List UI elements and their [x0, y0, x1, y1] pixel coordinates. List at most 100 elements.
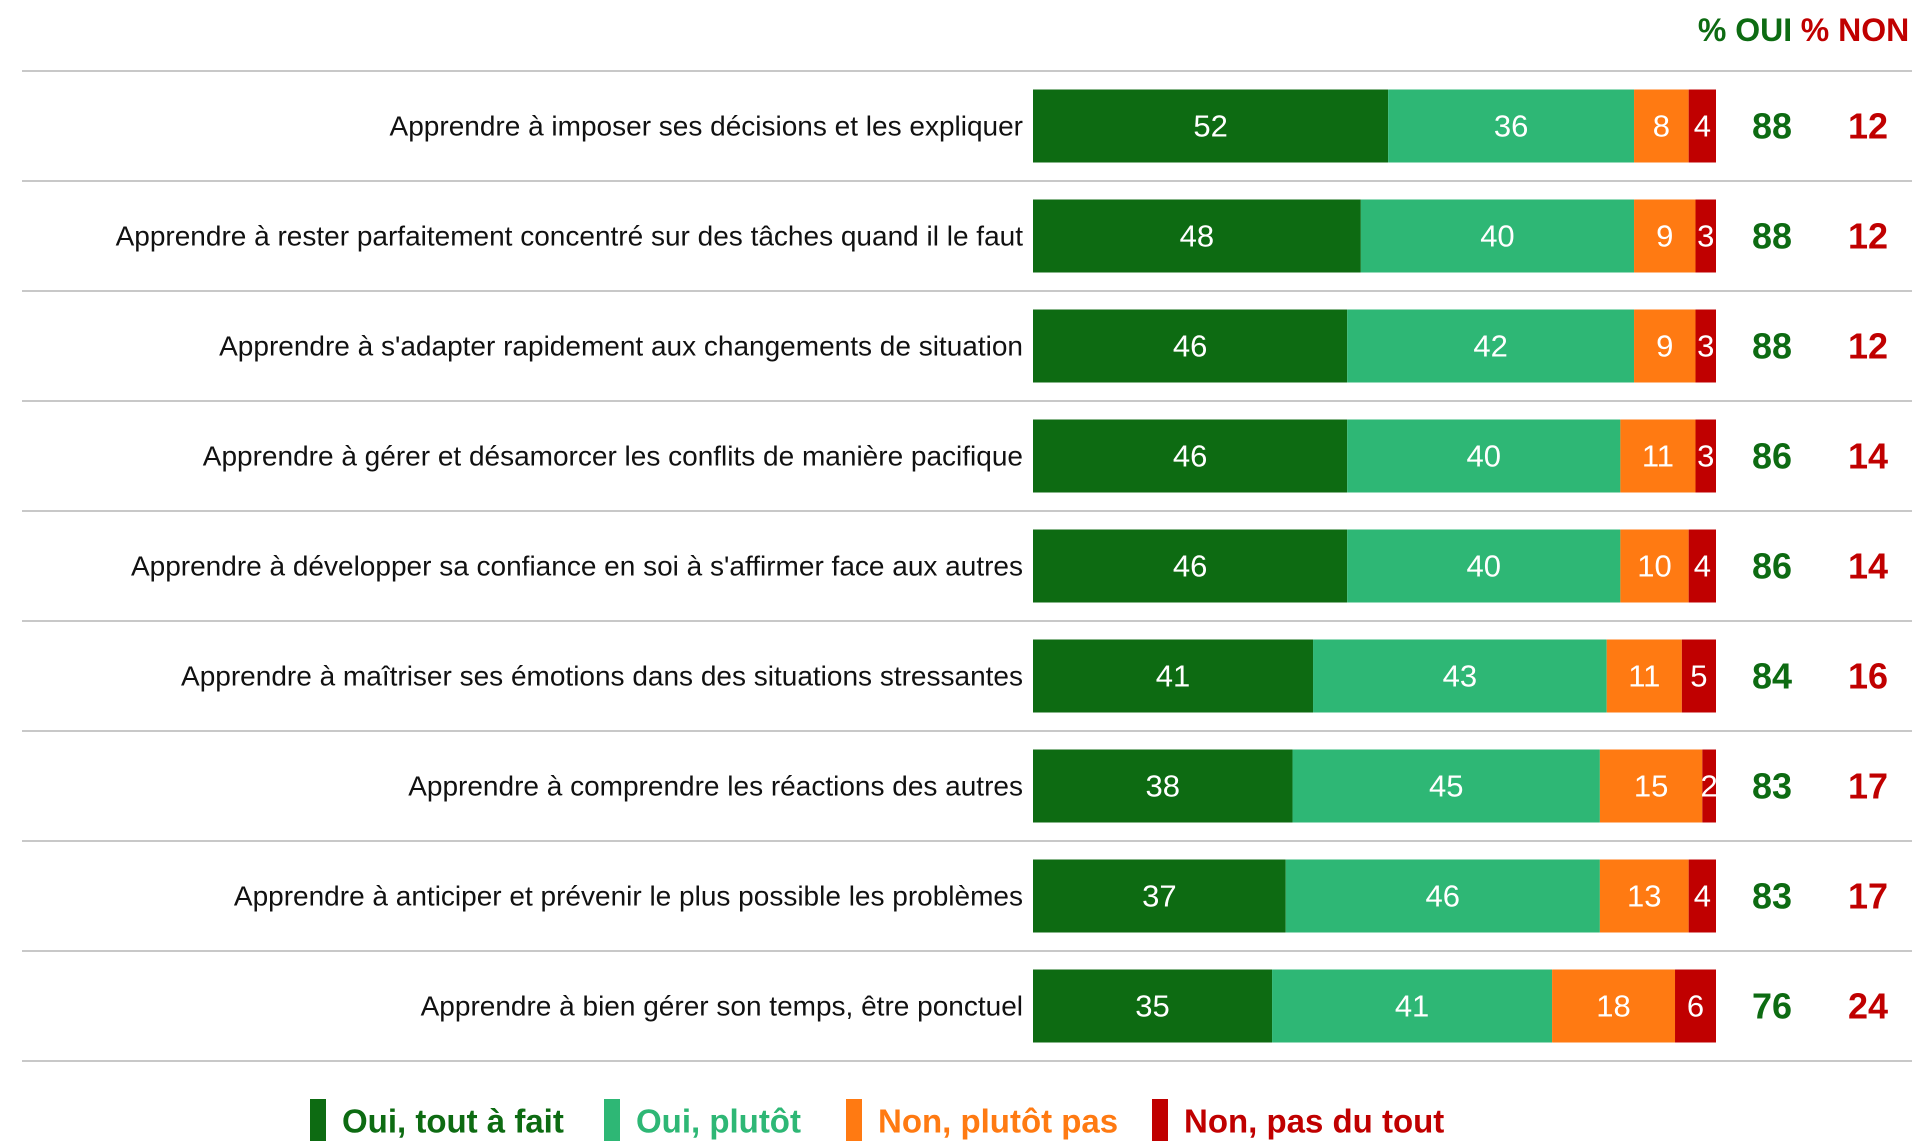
data-label: 40: [1467, 549, 1501, 584]
bar-segment: [1634, 309, 1696, 383]
data-label: 9: [1656, 329, 1673, 364]
data-label: 4: [1694, 109, 1711, 144]
category-label: Apprendre à rester parfaitement concentr…: [116, 221, 1024, 252]
column-header: % NON: [1801, 12, 1909, 48]
bar-segment: [1688, 529, 1716, 603]
summary-value: 83: [1752, 876, 1792, 917]
data-label: 9: [1656, 219, 1673, 254]
bar-segment: [1695, 199, 1716, 273]
summary-value: 14: [1848, 546, 1888, 587]
summary-value: 24: [1848, 986, 1888, 1027]
column-header: % OUI: [1698, 12, 1792, 48]
data-label: 13: [1627, 879, 1661, 914]
legend-label: Non, plutôt pas: [878, 1103, 1118, 1140]
data-label: 4: [1694, 549, 1711, 584]
bar-segment: [1695, 419, 1716, 493]
summary-value: 12: [1848, 106, 1888, 147]
category-label: Apprendre à anticiper et prévenir le plu…: [234, 881, 1023, 912]
data-label: 38: [1146, 769, 1180, 804]
summary-value: 86: [1752, 546, 1792, 587]
bar-segment: [1347, 529, 1621, 603]
legend-swatch: [310, 1099, 326, 1141]
bar-segment: [1599, 859, 1689, 933]
data-label: 43: [1443, 659, 1477, 694]
summary-value: 12: [1848, 326, 1888, 367]
data-label: 10: [1637, 549, 1671, 584]
bar-segment: [1695, 309, 1716, 383]
summary-value: 88: [1752, 106, 1792, 147]
bar-segment: [1388, 89, 1635, 163]
data-label: 6: [1687, 989, 1704, 1024]
data-label: 36: [1494, 109, 1528, 144]
data-label: 2: [1701, 769, 1718, 804]
bar-segment: [1033, 419, 1348, 493]
summary-value: 86: [1752, 436, 1792, 477]
data-label: 45: [1429, 769, 1463, 804]
data-label: 46: [1173, 549, 1207, 584]
bar-segment: [1634, 199, 1696, 273]
data-label: 11: [1642, 439, 1674, 474]
bar-segment: [1675, 969, 1716, 1043]
bar-segment: [1033, 859, 1286, 933]
bar-segment: [1360, 199, 1635, 273]
bar-segment: [1552, 969, 1676, 1043]
legend-label: Oui, tout à fait: [342, 1103, 564, 1140]
category-label: Apprendre à bien gérer son temps, être p…: [421, 991, 1023, 1022]
data-label: 37: [1142, 879, 1176, 914]
data-label: 52: [1193, 109, 1227, 144]
data-label: 18: [1596, 989, 1630, 1024]
bar-segment: [1313, 639, 1607, 713]
data-label: 40: [1467, 439, 1501, 474]
bar-segment: [1033, 309, 1348, 383]
data-label: 3: [1697, 219, 1714, 254]
bar-segment: [1033, 89, 1389, 163]
category-label: Apprendre à gérer et désamorcer les conf…: [203, 441, 1023, 472]
bar-segment: [1347, 309, 1635, 383]
bar-segment: [1681, 639, 1716, 713]
category-label: Apprendre à comprendre les réactions des…: [408, 771, 1023, 802]
legend-swatch: [604, 1099, 620, 1141]
summary-value: 12: [1848, 216, 1888, 257]
bar-segment: [1033, 529, 1348, 603]
legend-swatch: [1152, 1099, 1168, 1141]
summary-value: 17: [1848, 766, 1888, 807]
data-label: 5: [1690, 659, 1707, 694]
summary-value: 84: [1752, 656, 1792, 697]
bar-segment: [1606, 639, 1682, 713]
data-label: 48: [1180, 219, 1214, 254]
summary-value: 17: [1848, 876, 1888, 917]
legend-label: Oui, plutôt: [636, 1103, 801, 1140]
data-label: 41: [1156, 659, 1190, 694]
data-label: 35: [1135, 989, 1169, 1024]
data-label: 46: [1173, 439, 1207, 474]
summary-value: 88: [1752, 326, 1792, 367]
data-label: 11: [1628, 659, 1660, 694]
data-label: 40: [1480, 219, 1514, 254]
bar-segment: [1033, 969, 1273, 1043]
summary-value: 88: [1752, 216, 1792, 257]
data-label: 42: [1473, 329, 1507, 364]
category-label: Apprendre à s'adapter rapidement aux cha…: [219, 331, 1023, 362]
data-label: 46: [1426, 879, 1460, 914]
data-label: 41: [1395, 989, 1429, 1024]
data-label: 46: [1173, 329, 1207, 364]
legend-label: Non, pas du tout: [1184, 1103, 1444, 1140]
bar-segment: [1033, 639, 1314, 713]
bar-segment: [1292, 749, 1600, 823]
data-label: 3: [1697, 439, 1714, 474]
bar-segment: [1688, 859, 1716, 933]
legend-swatch: [846, 1099, 862, 1141]
bar-segment: [1599, 749, 1703, 823]
bar-segment: [1285, 859, 1600, 933]
category-label: Apprendre à développer sa confiance en s…: [131, 551, 1023, 582]
data-label: 3: [1697, 329, 1714, 364]
bar-segment: [1620, 529, 1689, 603]
bar-segment: [1634, 89, 1689, 163]
bar-segment: [1688, 89, 1716, 163]
summary-value: 76: [1752, 986, 1792, 1027]
data-label: 4: [1694, 879, 1711, 914]
bar-segment: [1620, 419, 1696, 493]
summary-value: 16: [1848, 656, 1888, 697]
bar-segment: [1702, 749, 1716, 823]
